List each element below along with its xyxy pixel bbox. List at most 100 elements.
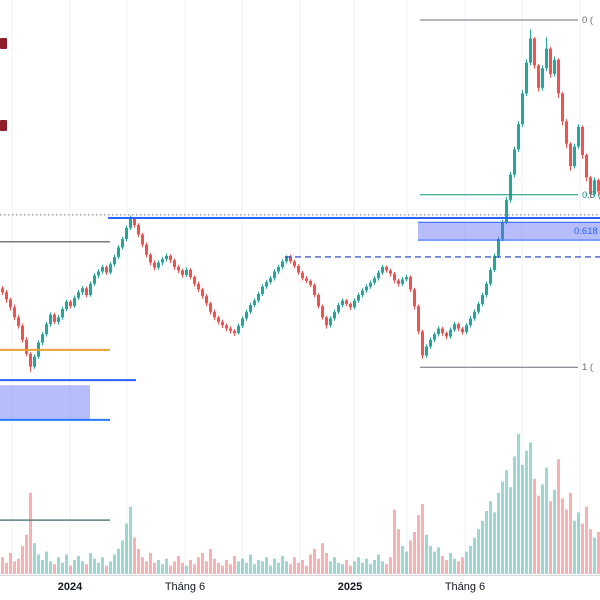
candle-body — [25, 339, 28, 354]
candle-body — [233, 330, 236, 334]
left-demand-zone-fill[interactable] — [0, 385, 90, 420]
volume-bar — [133, 537, 136, 574]
fib-retracement[interactable]: 0 (0.5 (0.618 1 ( — [420, 15, 600, 373]
candle-body — [353, 300, 356, 308]
candle-body — [129, 218, 132, 228]
volume-bar — [305, 565, 308, 574]
candle-body — [309, 281, 312, 285]
volume-bar — [185, 565, 188, 574]
volume-bar — [429, 546, 432, 574]
volume-bar — [193, 564, 196, 574]
time-axis-label-2025: 2025 — [337, 581, 363, 593]
candle-body — [205, 296, 208, 304]
volume-bar — [257, 560, 260, 574]
candle-body — [429, 339, 432, 347]
volume-bar — [413, 532, 416, 574]
price-alert-tag[interactable] — [0, 120, 7, 131]
candle-body — [17, 317, 20, 326]
volume-bar — [477, 529, 480, 574]
volume-bar — [389, 557, 392, 574]
volume-bar — [337, 562, 340, 574]
volume-bar — [549, 501, 552, 574]
candle-body — [65, 301, 68, 309]
candle-body — [161, 259, 164, 263]
volume-bar — [45, 551, 48, 574]
candle-body — [165, 255, 168, 260]
volume-bar — [469, 546, 472, 574]
volume-bar — [169, 565, 172, 574]
volume-bar — [117, 548, 120, 574]
volume-bar — [237, 561, 240, 574]
candle-body — [237, 325, 240, 334]
candle-body — [149, 254, 152, 263]
candle-body — [317, 295, 320, 307]
volume-bar — [369, 564, 372, 574]
volume-bar — [293, 557, 296, 574]
volume-bar — [417, 515, 420, 574]
volume-bar — [461, 557, 464, 574]
candle-body — [213, 311, 216, 318]
candle-body — [373, 278, 376, 283]
volume-bar — [249, 554, 252, 574]
candle-body — [77, 292, 80, 298]
candle-body — [425, 346, 428, 356]
candle-body — [197, 283, 200, 290]
candle-body — [541, 68, 544, 88]
volume-bar — [297, 562, 300, 574]
volume-bar — [457, 561, 460, 574]
volume-bar — [21, 546, 24, 574]
volume-bar — [281, 555, 284, 574]
candle-body — [253, 300, 256, 306]
volume-bar — [585, 506, 588, 574]
volume-bar — [449, 553, 452, 574]
candle-body — [261, 286, 264, 294]
volume-bar — [33, 543, 36, 574]
volume-bar — [405, 551, 408, 574]
left-demand-zone[interactable] — [0, 385, 90, 420]
candle-body — [549, 48, 552, 74]
candle-body — [293, 261, 296, 266]
candle-body — [405, 277, 408, 280]
volume-bar — [501, 481, 504, 574]
volume-bar — [201, 553, 204, 574]
candle-body — [477, 303, 480, 312]
candle-body — [597, 180, 600, 192]
volume-bar — [153, 562, 156, 574]
candle-body — [257, 293, 260, 301]
volume-bar — [313, 548, 316, 574]
volume-bar — [197, 557, 200, 574]
volume-bar — [485, 511, 488, 574]
volume-bar — [5, 562, 8, 574]
volume-bar — [573, 520, 576, 574]
time-axis[interactable]: 2024 Tháng 6 2025 Tháng 6 — [0, 575, 600, 600]
candle-body — [421, 331, 424, 356]
volume-bar — [13, 561, 16, 574]
volume-bar — [149, 553, 152, 574]
candle-body — [61, 309, 64, 318]
candle-body — [589, 177, 592, 195]
volume-bar — [61, 562, 64, 574]
candle-body — [89, 283, 92, 295]
volume-bar — [301, 560, 304, 574]
candle-body — [137, 225, 140, 235]
candle-body — [173, 260, 176, 267]
price-alert-tag[interactable] — [0, 38, 7, 49]
fib-0618-zone[interactable] — [418, 221, 600, 241]
volume-bar — [9, 553, 12, 574]
candle-body — [177, 267, 180, 271]
candle-body — [29, 353, 32, 367]
volume-bar — [353, 561, 356, 574]
fib-0618-zone-fill[interactable] — [418, 222, 600, 241]
fib-level-label: 0 ( — [582, 15, 594, 26]
volume-bar — [473, 537, 476, 574]
candle-body — [97, 271, 100, 276]
candle-body — [369, 282, 372, 287]
volume-bar — [561, 498, 564, 574]
volume-bar — [157, 560, 160, 574]
candle-body — [117, 247, 120, 257]
candle-body — [21, 325, 24, 340]
volume-bar — [533, 478, 536, 574]
price-chart-canvas[interactable]: 0 (0.5 (0.618 1 ( — [0, 0, 600, 575]
candle-body — [49, 314, 52, 325]
